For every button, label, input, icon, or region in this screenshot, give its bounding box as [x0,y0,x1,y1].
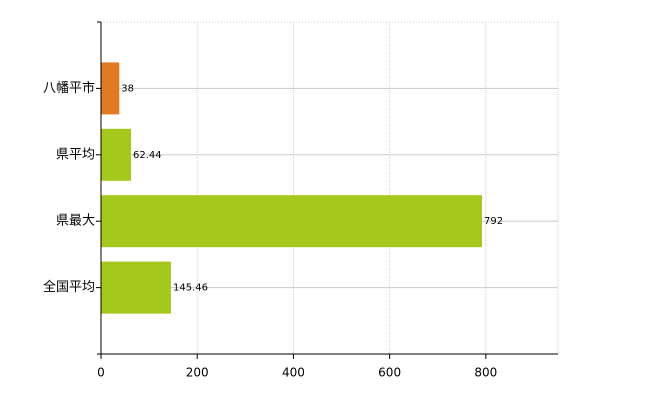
y-tick-label: 全国平均 [43,279,95,295]
y-tick-label: 県最大 [56,214,95,229]
y-tick-label: 八幡平市 [43,80,95,96]
bar [101,128,132,181]
value-label: 145.46 [173,283,208,294]
x-tick-label: 0 [97,366,105,380]
value-label: 38 [121,83,134,94]
x-tick-label: 200 [186,366,209,380]
value-label: 792 [484,216,503,227]
x-tick-label: 400 [282,366,305,380]
bar [101,195,482,248]
value-label: 62.44 [133,150,162,161]
bar [101,261,171,314]
bar [101,62,120,115]
y-tick-label: 県平均 [56,147,95,162]
x-tick-label: 800 [474,366,497,380]
x-tick-label: 600 [378,366,401,380]
